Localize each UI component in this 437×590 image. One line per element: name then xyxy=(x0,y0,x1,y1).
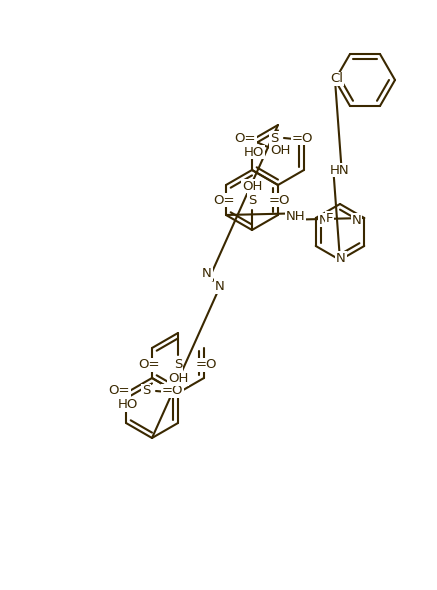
Text: =O: =O xyxy=(162,385,184,398)
Text: =O: =O xyxy=(292,132,313,145)
Text: N: N xyxy=(336,251,346,264)
Text: S: S xyxy=(142,385,150,398)
Text: N: N xyxy=(319,214,329,227)
Text: S: S xyxy=(270,132,278,145)
Text: HO: HO xyxy=(118,398,138,411)
Text: OH: OH xyxy=(270,143,290,156)
Text: O=: O= xyxy=(139,359,160,372)
Text: O=: O= xyxy=(235,132,256,145)
Text: N: N xyxy=(202,267,212,280)
Text: NH: NH xyxy=(285,210,305,223)
Text: S: S xyxy=(248,194,256,206)
Text: =O: =O xyxy=(196,359,218,372)
Text: S: S xyxy=(174,359,182,372)
Text: OH: OH xyxy=(242,179,262,192)
Text: N: N xyxy=(351,214,361,227)
Text: O=: O= xyxy=(108,385,130,398)
Text: O=: O= xyxy=(214,194,235,206)
Text: N: N xyxy=(215,280,225,293)
Text: =O: =O xyxy=(269,194,291,206)
Text: OH: OH xyxy=(168,372,188,385)
Text: HO: HO xyxy=(244,146,264,159)
Text: F: F xyxy=(326,211,333,225)
Text: Cl: Cl xyxy=(330,73,343,86)
Text: HN: HN xyxy=(329,163,349,176)
